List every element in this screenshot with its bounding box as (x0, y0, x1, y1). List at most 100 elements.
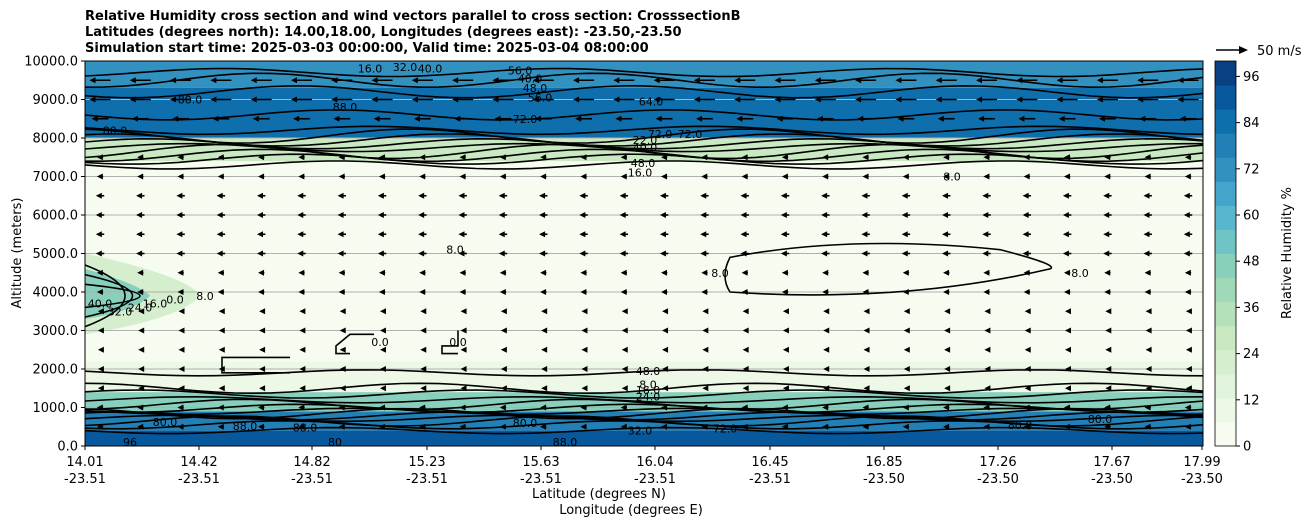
wind-vector-head (499, 404, 506, 411)
wind-vector (700, 212, 709, 218)
wind-vector (702, 385, 709, 392)
wind-vector-head (736, 115, 743, 122)
wind-vector-head (1184, 289, 1191, 295)
wind-vector (741, 269, 748, 276)
wind-vector-head (1104, 289, 1111, 295)
wind-vector (821, 192, 830, 199)
wind-vector (129, 77, 151, 84)
wind-vector-head (1063, 423, 1070, 430)
wind-vector (138, 327, 145, 334)
wind-vector-head (1177, 77, 1184, 84)
wind-vector (1062, 231, 1072, 238)
wind-vector-head (619, 231, 626, 238)
wind-vector-head (1099, 115, 1106, 122)
wind-vector-head (781, 154, 788, 161)
wind-vector-head (659, 250, 666, 257)
wind-vector (138, 366, 145, 372)
wind-vector-head (256, 231, 263, 238)
wind-vector-head (942, 212, 949, 218)
wind-vector-head (660, 289, 667, 295)
wind-vector-head (298, 423, 305, 430)
wind-vector (177, 269, 184, 276)
x-tick-label-lon: -23.51 (520, 472, 562, 487)
wind-vector-head (500, 346, 507, 353)
wind-vector (259, 327, 266, 334)
wind-vector (337, 231, 346, 238)
wind-vector-head (419, 404, 426, 411)
wind-vector (459, 289, 466, 295)
humidity-patch (85, 268, 150, 319)
wind-vector-head (943, 423, 950, 430)
wind-vector (492, 96, 514, 103)
wind-vector-head (901, 250, 908, 257)
wind-vector-head (580, 173, 587, 180)
wind-vector-head (411, 77, 418, 84)
wind-vector (620, 289, 628, 295)
wind-vector-head (620, 423, 627, 430)
wind-vector-head (89, 77, 96, 84)
wind-vector (338, 404, 345, 411)
wind-vector (1022, 231, 1032, 238)
wind-vector (943, 173, 950, 180)
wind-vector-head (459, 173, 466, 180)
wind-vector (781, 154, 789, 161)
wind-vector-head (863, 385, 870, 392)
wind-vector (218, 327, 225, 334)
wind-vector (500, 308, 507, 315)
wind-vector-head (620, 404, 627, 411)
wind-vector-head (138, 308, 145, 315)
wind-vector-head (821, 212, 828, 218)
wind-vector-head (256, 192, 263, 199)
wind-vector (620, 154, 628, 161)
wind-vector (339, 346, 346, 353)
colorbar-bin (1215, 301, 1236, 327)
wind-vector-head (337, 212, 344, 218)
wind-vector-head (620, 289, 627, 295)
wind-vector-head (693, 77, 700, 84)
wind-vector-head (861, 192, 868, 199)
wind-vector-head (96, 154, 103, 161)
wind-vector (499, 404, 507, 411)
wind-vector-head (1183, 212, 1190, 218)
wind-vector-head (216, 192, 223, 199)
wind-vector-head (935, 77, 942, 84)
wind-vector (256, 231, 266, 238)
wind-vector (1179, 115, 1197, 122)
wind-vector (984, 366, 991, 372)
wind-vector-head (539, 231, 546, 238)
wind-vector (822, 423, 829, 430)
colorbar-bin (1215, 157, 1236, 182)
wind-vector-head (780, 250, 787, 257)
x-tick-label-lat: 17.67 (1093, 455, 1130, 470)
wind-vector (780, 250, 790, 257)
wind-vector-head (459, 154, 466, 161)
wind-vector (419, 404, 426, 411)
wind-vector (539, 212, 548, 218)
wind-vector (338, 423, 345, 430)
x-tick-label-lon: -23.50 (863, 472, 905, 487)
wind-vector (659, 250, 669, 257)
quiver-key-arrow-head (1239, 46, 1248, 54)
wind-vector-head (984, 366, 991, 372)
wind-vector (1104, 269, 1111, 276)
wind-vector-head (1183, 192, 1190, 199)
wind-vector (653, 96, 675, 103)
contour-label: 32.0 (108, 305, 133, 318)
wind-vector (499, 154, 507, 161)
wind-vector (983, 289, 990, 295)
wind-vector (701, 289, 708, 295)
contour-label: 72.0 (648, 128, 673, 141)
contour-label: 56.0 (528, 92, 553, 105)
contour-label: 72.0 (513, 113, 538, 126)
wind-vector (736, 115, 754, 122)
wind-vector-head (1104, 269, 1111, 276)
wind-vector (573, 96, 595, 103)
wind-vector (822, 289, 829, 295)
wind-vector-head (620, 269, 627, 276)
colorbar-bin (1215, 109, 1236, 134)
wind-vector (575, 115, 592, 122)
wind-vector-head (903, 327, 910, 334)
wind-vector-head (258, 269, 265, 276)
wind-vector (217, 404, 225, 411)
contour-label: 80.0 (1088, 413, 1113, 426)
